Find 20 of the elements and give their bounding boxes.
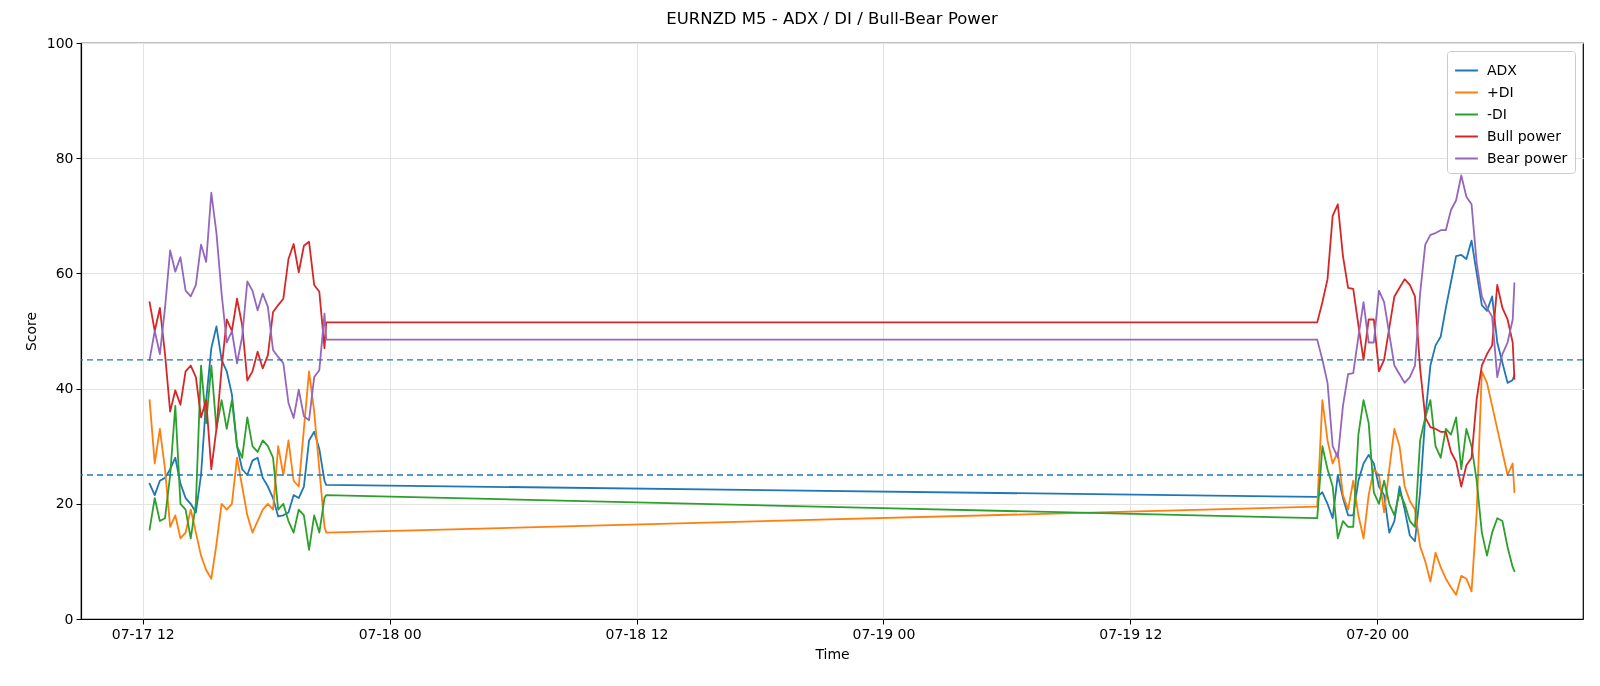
y-tick-label: 80 — [55, 149, 74, 166]
chart-title: EURNZD M5 - ADX / DI / Bull-Bear Power — [666, 8, 998, 28]
y-tick-label: 100 — [46, 34, 74, 51]
x-axis-title: Time — [814, 645, 850, 662]
x-tick-label: 07-18 12 — [605, 625, 669, 642]
x-tick-label: 07-18 00 — [358, 625, 422, 642]
legend-label: Bear power — [1487, 149, 1568, 166]
legend-label: ADX — [1487, 61, 1518, 78]
y-tick-label: 60 — [55, 264, 74, 281]
x-tick-label: 07-20 00 — [1346, 625, 1410, 642]
legend-label: -DI — [1487, 105, 1507, 122]
y-tick-label: 20 — [55, 495, 74, 512]
legend-label: Bull power — [1487, 127, 1562, 144]
y-tick-label: 0 — [64, 610, 74, 627]
x-tick-label: 07-17 12 — [111, 625, 175, 642]
y-tick-label: 40 — [55, 380, 74, 397]
x-tick-label: 07-19 00 — [852, 625, 916, 642]
y-axis-title: Score — [22, 311, 39, 352]
legend-label: +DI — [1487, 83, 1514, 100]
x-tick-label: 07-19 12 — [1099, 625, 1163, 642]
